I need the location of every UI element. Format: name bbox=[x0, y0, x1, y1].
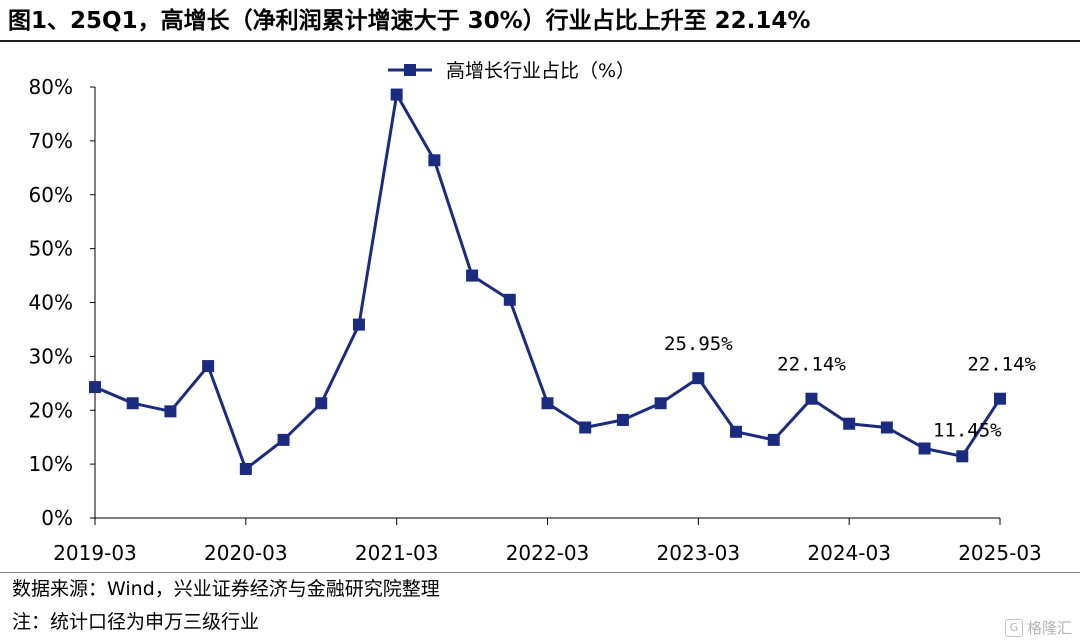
y-tick-label: 0% bbox=[41, 506, 73, 530]
data-point bbox=[390, 88, 403, 101]
x-tick-label: 2019-03 bbox=[53, 541, 137, 565]
y-tick-label: 20% bbox=[29, 398, 73, 422]
watermark: G 格隆汇 bbox=[1004, 617, 1072, 638]
x-tick-label: 2020-03 bbox=[204, 541, 288, 565]
y-tick-label: 30% bbox=[29, 344, 73, 368]
footer-divider bbox=[0, 572, 1080, 573]
source-note: 数据来源：Wind，兴业证券经济与金融研究院整理 bbox=[12, 578, 440, 600]
data-point bbox=[352, 318, 365, 331]
x-tick-label: 2022-03 bbox=[506, 541, 590, 565]
data-label: 11.45% bbox=[933, 419, 1002, 441]
data-point bbox=[994, 392, 1006, 405]
watermark-text: 格隆汇 bbox=[1026, 619, 1072, 637]
y-tick-label: 40% bbox=[29, 291, 73, 315]
data-point bbox=[880, 421, 893, 434]
x-axis: 2019-03 2020-03 2021-03 2022-03 2023-03 2024-… bbox=[53, 517, 1042, 565]
x-tick-label: 2021-03 bbox=[355, 541, 439, 565]
data-point bbox=[956, 450, 969, 463]
data-annotations: 25.95% 22.14% 11.45% 22.14% bbox=[664, 333, 1037, 441]
data-point bbox=[579, 421, 592, 434]
title-divider bbox=[0, 40, 1080, 42]
data-point bbox=[616, 413, 629, 426]
data-point bbox=[692, 372, 705, 385]
legend-square-marker bbox=[404, 64, 416, 76]
data-label: 22.14% bbox=[777, 354, 846, 376]
watermark-logo-icon: G bbox=[1004, 618, 1023, 637]
chart-title: 图1、25Q1，高增长（净利润累计增速大于 30%）行业占比上升至 22.14% bbox=[8, 8, 811, 34]
line-chart: 高增长行业占比（%） 0% 10% 20% 30% 40% 50% 60% 70% 80% 20… bbox=[29, 60, 1042, 565]
data-point bbox=[541, 397, 554, 410]
data-point bbox=[503, 293, 516, 306]
data-point bbox=[89, 381, 101, 394]
series-high-growth bbox=[89, 88, 1006, 475]
data-label: 22.14% bbox=[967, 354, 1036, 376]
x-tick-label: 2023-03 bbox=[657, 541, 741, 565]
data-point bbox=[730, 425, 743, 438]
data-point bbox=[466, 269, 479, 282]
data-point bbox=[277, 433, 290, 446]
methodology-note: 注：统计口径为申万三级行业 bbox=[12, 611, 260, 633]
legend-entry: 高增长行业占比（%） bbox=[446, 60, 635, 82]
data-point bbox=[767, 433, 780, 446]
y-axis: 0% 10% 20% 30% 40% 50% 60% 70% 80% bbox=[29, 75, 96, 530]
data-point bbox=[164, 405, 177, 418]
legend: 高增长行业占比（%） bbox=[388, 60, 635, 82]
data-point bbox=[428, 154, 441, 167]
y-tick-label: 50% bbox=[29, 237, 73, 261]
data-point bbox=[918, 442, 931, 455]
data-point bbox=[315, 397, 328, 410]
data-label: 25.95% bbox=[664, 333, 733, 355]
data-point bbox=[239, 462, 252, 475]
y-tick-label: 70% bbox=[29, 129, 73, 153]
data-point bbox=[843, 417, 856, 430]
y-tick-label: 10% bbox=[29, 452, 73, 476]
series-line bbox=[94, 93, 1002, 471]
x-tick-label: 2024-03 bbox=[807, 541, 891, 565]
x-tick-label: 2025-03 bbox=[958, 541, 1042, 565]
y-tick-label: 60% bbox=[29, 183, 73, 207]
data-point bbox=[654, 397, 667, 410]
data-point bbox=[202, 360, 215, 373]
data-point bbox=[126, 397, 139, 410]
data-point bbox=[805, 392, 818, 405]
y-tick-label: 80% bbox=[29, 75, 73, 99]
